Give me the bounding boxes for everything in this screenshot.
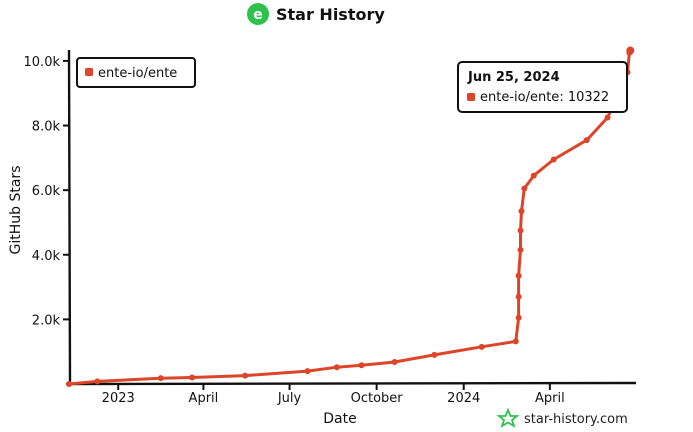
data-point (512, 338, 519, 345)
x-tick-label: October (351, 391, 404, 406)
y-axis-line (67, 49, 72, 385)
data-point (333, 364, 340, 371)
star-icon (496, 407, 520, 428)
data-point (550, 156, 557, 163)
y-tick-label: 8.0k (32, 120, 61, 135)
watermark-text: star-history.com (524, 412, 628, 427)
star-history-logo-icon (247, 3, 269, 25)
x-tick-label: 2024 (447, 391, 480, 406)
series-line (67, 49, 632, 386)
watermark: star-history.com (496, 407, 628, 428)
tooltip: Jun 25, 2024 ente-io/ente: 10322 (457, 61, 628, 113)
y-axis-title: GitHub Stars (8, 166, 24, 255)
series-layer (66, 46, 635, 387)
x-axis-line (65, 381, 637, 386)
legend-box (76, 57, 196, 88)
y-tick-label: 2.0k (32, 313, 61, 328)
tooltip-swatch (467, 93, 475, 101)
chart-title: Star History (276, 5, 385, 24)
data-point (431, 351, 438, 358)
y-tick-label: 10.0k (24, 55, 61, 70)
data-point (604, 114, 611, 121)
axes (65, 49, 637, 386)
y-axis-ticks: 2.0k 4.0k 6.0k 8.0k 10.0k (24, 55, 70, 328)
x-tick-label: April (189, 391, 219, 406)
y-tick-label: 6.0k (32, 184, 61, 199)
data-point (358, 362, 365, 369)
data-point (157, 375, 164, 382)
data-point (478, 343, 485, 350)
x-tick-label: July (277, 391, 302, 406)
data-point (391, 359, 398, 366)
tooltip-separator: : (559, 90, 568, 105)
data-point (515, 314, 522, 321)
x-axis-ticks: 2023 April July October 2024 April (102, 383, 565, 406)
data-point (94, 378, 101, 385)
data-point (517, 246, 524, 253)
data-point (189, 374, 196, 381)
y-tick-label: 4.0k (32, 249, 61, 264)
x-tick-label: April (535, 391, 565, 406)
x-tick-label: 2023 (102, 391, 135, 406)
data-point (242, 372, 249, 379)
data-point (517, 227, 524, 234)
legend-swatch (85, 68, 93, 76)
chart-header: e Star History (247, 3, 385, 25)
data-point (530, 172, 537, 179)
legend: ente-io/ente (76, 57, 196, 88)
data-point (583, 137, 590, 144)
data-point (304, 368, 311, 375)
data-point (521, 185, 528, 192)
tooltip-box (457, 61, 628, 113)
data-point (515, 293, 522, 300)
x-axis-title: Date (323, 411, 356, 427)
data-point (518, 208, 525, 215)
tooltip-date: Jun 25, 2024 (467, 70, 560, 85)
logo-letter-icon: e (253, 7, 263, 23)
legend-label: ente-io/ente (98, 66, 177, 81)
tooltip-value: 10322 (568, 90, 609, 105)
data-point (626, 46, 635, 55)
tooltip-series-value: ente-io/ente: 10322 (480, 90, 609, 105)
data-point (66, 381, 72, 387)
tooltip-series: ente-io/ente (480, 90, 559, 105)
data-point (515, 272, 522, 279)
